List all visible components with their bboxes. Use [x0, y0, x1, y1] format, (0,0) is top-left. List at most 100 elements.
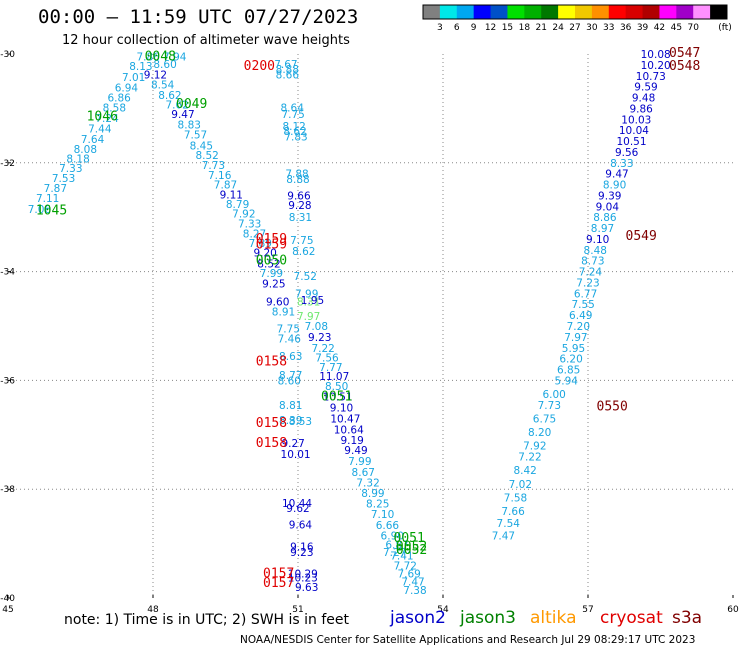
wave-height-label: 8.67 — [352, 467, 375, 479]
wave-height-label: 8.50 — [325, 381, 348, 393]
wave-height-label: 7.27 — [383, 547, 406, 559]
wave-height-label: 10.20 — [641, 60, 671, 72]
pass-time-label: 0549 — [626, 229, 657, 244]
wave-height-label: 7.99 — [348, 456, 371, 468]
wave-height-label: 7.69 — [397, 569, 420, 581]
wave-height-label: 8.88 — [286, 174, 309, 186]
wave-height-label: 8.66 — [276, 70, 300, 82]
colorbar-tick-label: 12 — [485, 23, 496, 33]
wave-height-label: 6.94 — [115, 83, 139, 95]
colorbar-tick-label: 27 — [569, 23, 580, 33]
wave-height-label: 7.24 — [95, 113, 119, 125]
wave-height-label: 6.75 — [533, 413, 556, 425]
footer-note: note: 1) Time is in UTC; 2) SWH is in fe… — [64, 612, 350, 628]
grid-lines — [8, 54, 733, 598]
colorbar-tick-label: 21 — [535, 23, 546, 33]
wave-height-label: 8.08 — [74, 144, 97, 156]
y-tick-label: -30 — [0, 50, 15, 60]
colorbar-swatch — [710, 5, 728, 19]
wave-height-label: 9.86 — [629, 103, 653, 115]
x-tick-label: 60 — [727, 605, 739, 615]
wave-height-label: 9.04 — [596, 201, 620, 213]
wave-height-label: 6.87 — [385, 540, 408, 552]
wave-height-label: 7.75 — [277, 324, 300, 336]
wave-height-label: 7.86 — [136, 52, 160, 64]
colorbar: 3 6 9 12 15 18 21 24 27 30 33 36 39 42 45 70 (ft) — [422, 4, 732, 33]
colorbar-tick-label: 33 — [603, 23, 614, 33]
pass-time-label: 0158 — [256, 354, 287, 369]
wave-height-label: 8.18 — [66, 153, 89, 165]
wave-height-label: 10.29 — [288, 569, 318, 581]
wave-height-label: 7.94 — [163, 52, 187, 64]
wave-height-label: 6.77 — [574, 288, 597, 300]
wave-height-label: 8.60 — [278, 375, 301, 387]
wave-height-label: 9.48 — [632, 93, 655, 105]
pass-time-label: 0051 — [394, 531, 425, 546]
wave-height-label: 7.23 — [576, 277, 599, 289]
wave-height-label: 8.79 — [226, 199, 249, 211]
data-labels: 7.868.137.016.946.868.587.247.447.648.08… — [28, 46, 701, 597]
y-tick-label: -32 — [0, 159, 15, 169]
wave-height-label: 7.73 — [538, 400, 561, 412]
wave-height-label: 9.66 — [287, 190, 311, 202]
wave-height-label: 9.64 — [289, 520, 313, 532]
legend-s3a: s3a — [672, 608, 703, 628]
colorbar-swatch — [541, 5, 559, 19]
wave-height-label: 10.08 — [641, 49, 671, 61]
pass-time-label: 0550 — [597, 400, 628, 415]
colorbar-tick-label: 30 — [586, 23, 598, 33]
wave-height-label: 8.31 — [297, 297, 320, 309]
colorbar-frame — [422, 4, 728, 20]
colorbar-swatch — [439, 5, 458, 19]
wave-height-label: 7.99 — [260, 268, 283, 280]
wave-height-label: 9.23 — [308, 332, 331, 344]
colorbar-tick-label: 3 — [437, 23, 443, 33]
wave-height-label: 8.83 — [178, 120, 201, 132]
wave-height-label: 8.52 — [257, 258, 280, 270]
wave-height-label: 9.47 — [605, 169, 628, 181]
pass-time-label: 1046 — [87, 110, 118, 125]
colorbar-swatch — [507, 5, 525, 19]
footer-credit: NOAA/NESDIS Center for Satellite Applica… — [240, 634, 696, 646]
chart-title: 00:00 – 11:59 UTC 07/27/2023 — [38, 6, 359, 28]
wave-height-label: 7.38 — [403, 585, 426, 597]
wave-height-label: 7.77 — [319, 362, 342, 374]
wave-height-label: 5.95 — [562, 343, 585, 355]
pass-time-label: 1045 — [36, 204, 67, 219]
colorbar-swatch — [693, 5, 711, 19]
wave-height-label: 7.24 — [579, 267, 603, 279]
colorbar-tick-label: 18 — [519, 23, 531, 33]
wave-height-label: 9.63 — [295, 582, 318, 594]
wave-height-label: 9.28 — [288, 200, 311, 212]
pass-time-label: 0049 — [176, 97, 207, 112]
wave-height-label: 8.73 — [581, 256, 604, 268]
wave-height-label: 7.92 — [523, 441, 546, 453]
wave-height-label: 8.97 — [591, 223, 614, 235]
colorbar-swatch — [659, 5, 677, 19]
y-tick-label: -36 — [0, 376, 15, 386]
x-tick-label: 54 — [437, 605, 449, 615]
wave-height-label: 9.20 — [253, 248, 276, 260]
pass-time-label: 0052 — [396, 543, 427, 558]
colorbar-swatch — [558, 5, 576, 19]
pass-time-label: 0050 — [256, 254, 287, 269]
pass-time-label: 0051 — [321, 390, 352, 405]
pass-time-label: 0548 — [669, 59, 700, 74]
pass-time-label: 0157 — [263, 576, 294, 591]
wave-height-label: 9.60 — [266, 297, 289, 309]
colorbar-unit: (ft) — [718, 23, 732, 33]
wave-height-label: 7.47 — [401, 577, 424, 589]
wave-height-label: 8.99 — [361, 488, 384, 500]
colorbar-tick-label: 42 — [654, 23, 665, 33]
colorbar-tick-label: 39 — [637, 23, 649, 33]
wave-height-label: 7.83 — [284, 132, 307, 144]
pass-time-label: 0547 — [669, 46, 700, 61]
pass-time-label: 0157 — [263, 567, 294, 582]
wave-height-label: 8.86 — [593, 212, 617, 224]
legend-altika: altika — [530, 608, 577, 628]
colorbar-swatch — [575, 5, 593, 19]
legend-jason2: jason2 — [390, 608, 446, 628]
wave-height-label: 7.73 — [202, 160, 225, 172]
y-tick-label: -38 — [0, 485, 15, 495]
wave-height-label: 8.63 — [279, 351, 302, 363]
